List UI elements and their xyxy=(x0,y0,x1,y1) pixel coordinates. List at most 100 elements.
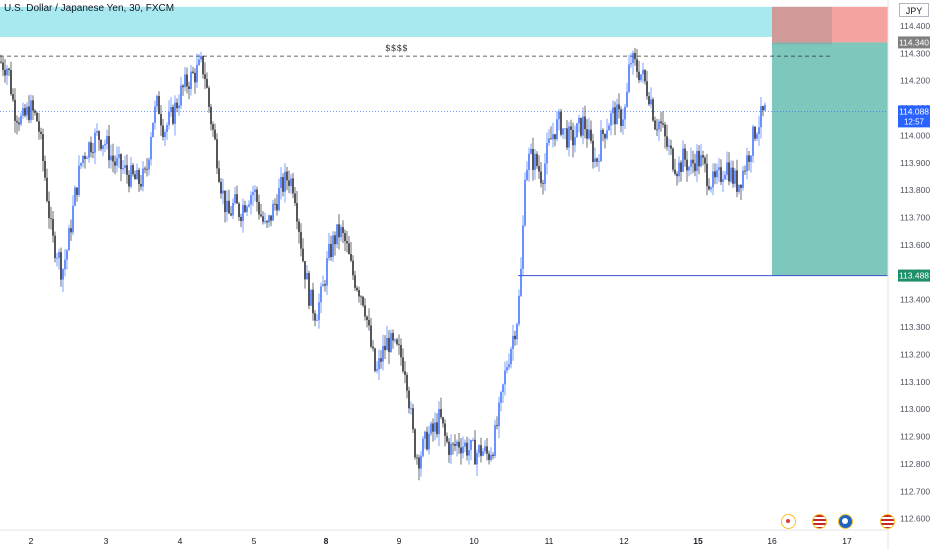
candle-body xyxy=(392,332,394,341)
price-tick-label: 112.900 xyxy=(900,432,930,442)
time-tick-label: 3 xyxy=(104,536,109,546)
candle-body xyxy=(324,284,326,286)
candle-body xyxy=(662,123,664,125)
economic-event-icon[interactable] xyxy=(838,514,853,529)
candle-body xyxy=(410,408,412,409)
candle-body xyxy=(182,85,184,88)
candle-body xyxy=(522,225,524,269)
price-tick-label: 113.100 xyxy=(900,377,930,387)
candle-body xyxy=(68,228,70,251)
candle-body xyxy=(476,453,478,465)
candle-body xyxy=(100,139,102,149)
candle-body xyxy=(44,160,46,178)
candle-body xyxy=(584,116,586,130)
candle-body xyxy=(682,148,684,172)
candle-body xyxy=(526,169,528,180)
candle-body xyxy=(362,296,364,306)
candle-body xyxy=(176,102,178,109)
candle-body xyxy=(632,52,634,64)
candle-body xyxy=(114,161,116,166)
position-handle[interactable] xyxy=(772,6,832,45)
candle-body xyxy=(58,252,60,258)
candle-body xyxy=(580,117,582,136)
us-flag-icon[interactable] xyxy=(880,514,895,529)
candle-body xyxy=(374,348,376,371)
candle-body xyxy=(642,69,644,75)
candle-body xyxy=(730,167,732,182)
candle-body xyxy=(196,64,198,83)
time-tick-label: 2 xyxy=(29,536,34,546)
candle-body xyxy=(446,435,448,442)
candle-body xyxy=(32,100,34,111)
candle-body xyxy=(20,115,22,125)
zone-annotation: $$$$ xyxy=(385,44,408,54)
position-tool-layer xyxy=(772,6,888,276)
candle-body xyxy=(660,121,662,124)
stop-loss-zone[interactable] xyxy=(772,6,888,43)
candle-body xyxy=(426,431,428,450)
candle-body xyxy=(442,417,444,424)
candle-body xyxy=(604,134,606,139)
candle-body xyxy=(124,165,126,168)
candle-body xyxy=(350,254,352,261)
candle-body xyxy=(252,192,254,196)
candle-body xyxy=(430,423,432,434)
candle-body xyxy=(6,68,8,76)
candle-body xyxy=(60,252,62,280)
candle-body xyxy=(70,228,72,233)
candle-body xyxy=(280,177,282,188)
take-profit-zone[interactable] xyxy=(772,42,888,276)
candle-body xyxy=(406,374,408,391)
candle-body xyxy=(740,184,742,188)
candle-body xyxy=(528,153,530,170)
candle-body xyxy=(174,102,176,124)
candle-body xyxy=(708,186,710,190)
candle-body xyxy=(592,140,594,162)
candle-body xyxy=(636,59,638,72)
candle-body xyxy=(244,205,246,212)
candle-body xyxy=(626,91,628,107)
candle-body xyxy=(506,367,508,371)
candle-body xyxy=(590,129,592,141)
supply-zone-band[interactable] xyxy=(0,6,888,37)
candle-body xyxy=(216,139,218,169)
candle-body xyxy=(16,120,18,123)
candle-body xyxy=(138,169,140,185)
candle-body xyxy=(2,62,4,70)
candle-body xyxy=(486,446,488,454)
candle-body xyxy=(414,429,416,458)
candle-body xyxy=(136,169,138,180)
candle-body xyxy=(28,106,30,121)
candle-body xyxy=(348,243,350,255)
candle-body xyxy=(418,457,420,469)
candle-body xyxy=(722,179,724,182)
candle-body xyxy=(700,155,702,167)
candle-body xyxy=(194,72,196,83)
candle-body xyxy=(512,335,514,349)
currency-button[interactable]: JPY xyxy=(899,3,929,17)
candle-body xyxy=(734,170,736,184)
us-flag-icon[interactable] xyxy=(812,514,827,529)
candle-body xyxy=(276,203,278,211)
candle-body xyxy=(404,371,406,375)
candle-body xyxy=(232,202,234,216)
candle-body xyxy=(18,122,20,125)
candle-body xyxy=(558,111,560,120)
alert-icon[interactable] xyxy=(781,514,796,529)
candle-body xyxy=(364,305,366,317)
candle-body xyxy=(258,202,260,215)
candle-body xyxy=(210,106,212,125)
candle-body xyxy=(322,284,324,287)
candle-body xyxy=(308,273,310,306)
candle-body xyxy=(272,203,274,221)
candle-body xyxy=(462,446,464,454)
candle-body xyxy=(552,134,554,140)
candle-body xyxy=(618,104,620,110)
candle-body xyxy=(746,155,748,172)
candle-body xyxy=(292,178,294,194)
candle-body xyxy=(358,290,360,297)
candle-body xyxy=(94,132,96,153)
candle-body xyxy=(380,358,382,362)
candle-body xyxy=(356,287,358,291)
